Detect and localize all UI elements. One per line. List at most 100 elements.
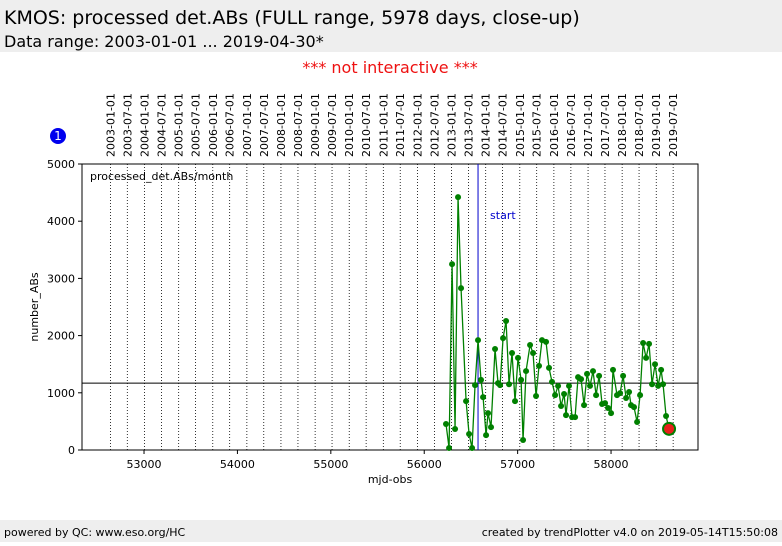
x2-tick-label: 2012-07-01 [428,93,441,157]
data-point [543,338,550,345]
x2-tick-label: 2015-01-01 [514,93,527,157]
data-point [655,382,662,389]
data-point [463,398,470,405]
data-point [663,412,670,419]
data-point [602,400,609,407]
x2-tick-label: 2018-07-01 [633,93,646,157]
data-point [546,364,553,371]
data-point [520,436,527,443]
x-tick-label: 53000 [127,458,162,471]
header-bar [0,0,782,52]
x2-tick-label: 2014-07-01 [497,93,510,157]
data-point [533,392,540,399]
data-point [660,381,667,388]
data-point [552,392,559,399]
data-point [518,376,525,383]
footer-bar [0,520,782,542]
data-point [637,392,644,399]
data-point [631,404,638,411]
x2-tick-label: 2012-01-01 [411,93,424,157]
x-tick-label: 56000 [407,458,442,471]
data-point [466,430,473,437]
data-point [620,372,627,379]
data-point [610,366,617,373]
x2-tick-label: 2008-07-01 [292,93,305,157]
data-point [478,376,485,383]
data-point [446,444,453,451]
page-title: KMOS: processed det.ABs (FULL range, 597… [4,7,580,29]
x2-tick-label: 2006-07-01 [224,93,237,157]
notice: *** not interactive *** [302,58,477,77]
data-point [458,285,465,292]
data-point [566,382,573,389]
x2-tick-label: 2017-07-01 [599,93,612,157]
y-tick-label: 5000 [47,158,75,171]
data-point [512,398,519,405]
x2-tick-label: 2005-01-01 [173,93,186,157]
data-point [515,354,522,361]
data-point [530,350,537,357]
data-point [561,390,568,397]
x2-tick-label: 2018-01-01 [616,93,629,157]
x2-tick-label: 2004-01-01 [138,93,151,157]
plot: 2003-01-01 2003-07-01 2004-01-01 2004-07-01… [28,93,699,486]
data-point [584,370,591,377]
data-point [449,261,456,268]
x2-tick-label: 2016-07-01 [565,93,578,157]
x2-tick-label: 2011-01-01 [377,93,390,157]
data-point [485,410,492,417]
data-point [509,350,516,357]
x2-tick-label: 2006-01-01 [207,93,220,157]
data-point [500,335,507,342]
data-point [623,394,630,401]
data-point [492,346,499,353]
x2-tick-label: 2010-07-01 [360,93,373,157]
data-point [455,194,462,201]
y-tick-label: 0 [68,444,75,457]
data-point [593,392,600,399]
x-axis-label: mjd-obs [368,473,413,486]
data-point [578,376,585,383]
series-line [445,197,670,449]
data-point [590,368,597,375]
data-point [581,402,588,409]
start-label: start [490,209,516,222]
x2-tick-label: 2007-07-01 [258,93,271,157]
data-point [605,404,612,411]
data-point [503,318,510,325]
data-point [488,424,495,431]
y-tick-label: 1000 [47,387,75,400]
y-tick-label: 2000 [47,330,75,343]
x-tick-label: 58000 [594,458,629,471]
x2-tick-label: 2003-01-01 [104,93,117,157]
footer-right: created by trendPlotter v4.0 on 2019-05-… [482,526,778,539]
data-point [475,337,482,344]
data-point [634,418,641,425]
data-point [558,402,565,409]
plot-frame [81,163,699,451]
data-point [483,432,490,439]
x2-tick-label: 2014-01-01 [480,93,493,157]
data-point [626,388,633,395]
x2-tick-label: 2004-07-01 [155,93,168,157]
data-point [549,378,556,385]
x2-tick-label: 2019-07-01 [667,93,680,157]
data-point [646,340,653,347]
latest-point [662,421,677,436]
x2-tick-label: 2015-07-01 [531,93,544,157]
data-point [587,382,594,389]
data-point [527,342,534,349]
data-point [555,382,562,389]
data-point [658,366,665,373]
x2-tick-label: 2013-07-01 [463,93,476,157]
data-point [506,381,513,388]
x2-tick-label: 2003-07-01 [121,93,134,157]
y-tick-label: 3000 [47,272,75,285]
data-point [563,412,570,419]
x-tick-label: 54000 [220,458,255,471]
x2-tick-label: 2013-01-01 [446,93,459,157]
badge: 1 [54,129,62,143]
x-tick-label: 55000 [313,458,348,471]
page-subtitle: Data range: 2003-01-01 ... 2019-04-30* [4,32,324,51]
